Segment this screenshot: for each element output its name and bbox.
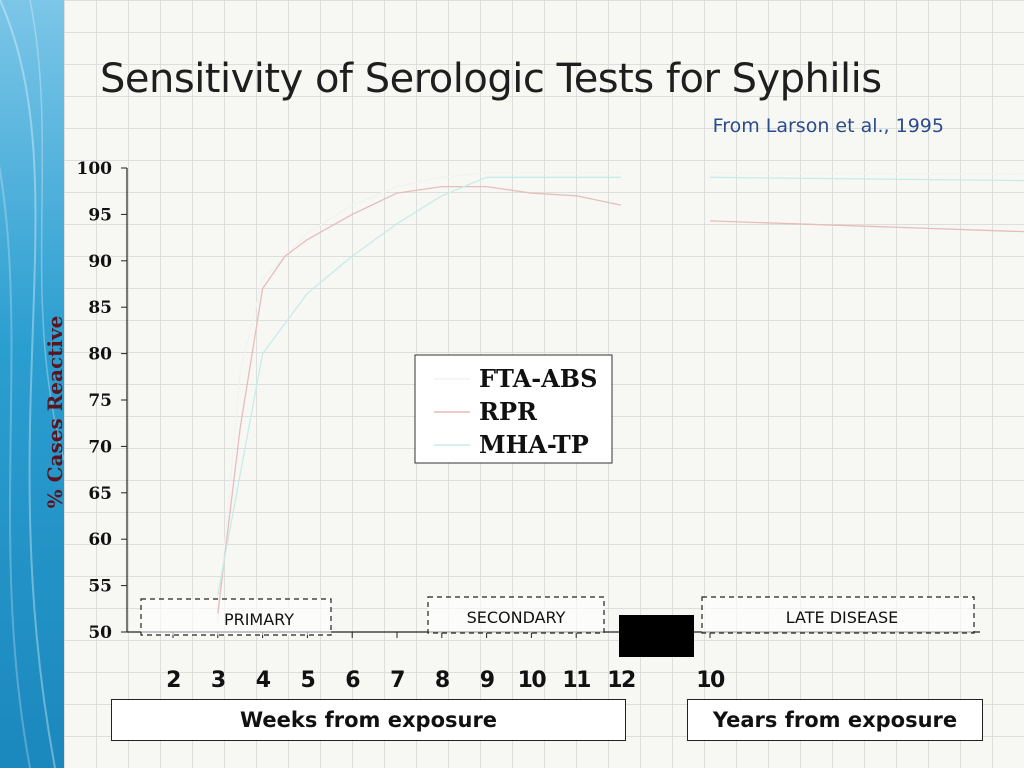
x-tick-label-weeks: 11 bbox=[562, 668, 590, 693]
weeks-axis-group-label: Weeks from exposure bbox=[111, 699, 626, 741]
x-tick-label-weeks: 6 bbox=[345, 668, 360, 693]
x-tick-label-weeks: 4 bbox=[256, 668, 271, 693]
y-axis-label: % Cases Reactive bbox=[43, 316, 67, 509]
x-tick-label-weeks: 10 bbox=[518, 668, 547, 693]
stage-box bbox=[427, 596, 605, 634]
x-tick-label-weeks: 8 bbox=[435, 668, 449, 693]
legend-entry: MHA-TP bbox=[479, 430, 589, 459]
stage-label: LATE DISEASE bbox=[786, 608, 898, 627]
series-line-rpr-weeks bbox=[217, 185, 622, 614]
decorative-side-band bbox=[0, 0, 64, 768]
y-tick-label: 90 bbox=[88, 252, 112, 272]
series-line-rpr-years bbox=[709, 220, 1024, 233]
stage-box bbox=[701, 596, 975, 634]
legend-entry: FTA-ABS bbox=[479, 364, 597, 393]
series-line-mha-tp-years bbox=[709, 176, 1024, 182]
chart-series bbox=[217, 171, 1024, 623]
years-axis-group-label: Years from exposure bbox=[687, 699, 983, 741]
y-tick-label: 95 bbox=[88, 205, 112, 225]
y-tick-label: 70 bbox=[88, 437, 112, 457]
x-tick-label-weeks: 5 bbox=[300, 668, 314, 693]
y-tick-label: 55 bbox=[88, 577, 112, 597]
slide-title: Sensitivity of Serologic Tests for Syphi… bbox=[100, 56, 882, 102]
y-tick-label: 75 bbox=[88, 391, 112, 411]
axis-break-block bbox=[619, 615, 694, 657]
y-tick-label: 80 bbox=[88, 345, 112, 365]
x-tick-label-weeks: 3 bbox=[211, 668, 225, 693]
x-tick-label-weeks: 12 bbox=[607, 668, 635, 693]
legend-entry: RPR bbox=[479, 397, 538, 426]
disease-stage-labels: PRIMARY SECONDARY LATE DISEASE bbox=[140, 596, 975, 636]
x-tick-label-weeks: 2 bbox=[166, 668, 180, 693]
stage-box bbox=[140, 598, 332, 636]
y-tick-label: 100 bbox=[77, 159, 113, 179]
slide-subtitle: From Larson et al., 1995 bbox=[712, 115, 944, 137]
chart-legend: FTA-ABS RPR MHA-TP bbox=[414, 354, 613, 464]
x-tick-label-weeks: 7 bbox=[390, 668, 404, 693]
series-line-mha-tp-weeks bbox=[217, 176, 621, 596]
y-tick-label: 50 bbox=[88, 623, 112, 643]
x-tick-label-weeks: 9 bbox=[480, 668, 494, 693]
series-line-fta-abs-weeks bbox=[217, 171, 621, 623]
y-tick-label: 65 bbox=[88, 484, 112, 504]
side-band-swirl bbox=[0, 0, 64, 768]
y-tick-label: 85 bbox=[88, 298, 112, 318]
x-tick-label-years: 10 bbox=[696, 668, 725, 693]
y-tick-label: 60 bbox=[88, 530, 112, 550]
stage-label: SECONDARY bbox=[467, 608, 566, 627]
stage-label: PRIMARY bbox=[224, 610, 294, 629]
y-tick-labels: 100 95 90 85 80 75 70 65 60 55 50 bbox=[77, 159, 113, 643]
x-tick-labels: 2345678910111210203040 bbox=[166, 668, 726, 693]
